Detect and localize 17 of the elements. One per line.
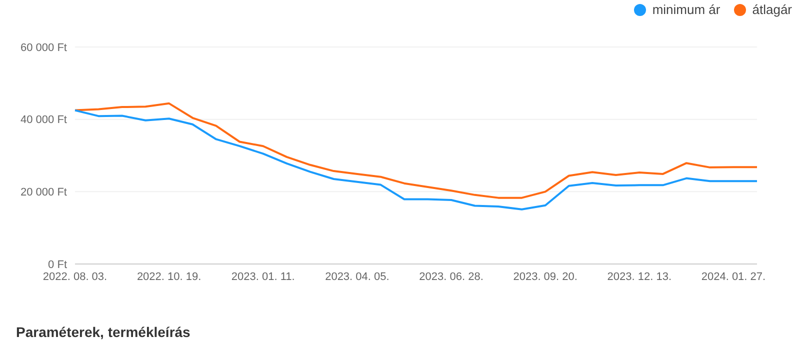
x-tick-label: 2023. 06. 28. xyxy=(419,270,484,283)
x-tick-label: 2022. 10. 19. xyxy=(136,270,202,283)
legend-label: átlagár xyxy=(751,2,792,17)
x-tick-label: 2023. 04. 05. xyxy=(325,270,390,283)
y-tick-label: 20 000 Ft xyxy=(20,186,67,199)
y-tick-label: 40 000 Ft xyxy=(20,114,67,126)
x-tick-label: 2023. 01. 11. xyxy=(231,270,295,283)
line-series xyxy=(74,109,758,210)
y-tick-label: 60 000 Ft xyxy=(20,42,67,54)
x-tick-label: 2023. 09. 20. xyxy=(513,270,578,283)
y-tick-label: 0 Ft xyxy=(48,258,67,271)
x-tick-label: 2022. 08. 03. xyxy=(42,270,108,283)
x-tick-label: 2024. 01. 27. xyxy=(701,270,766,283)
line-series xyxy=(74,102,758,199)
legend-label: minimum ár xyxy=(651,2,720,17)
x-tick-label: 2023. 12. 13. xyxy=(607,270,672,283)
text: Paraméterek, termékleírás xyxy=(16,324,192,340)
